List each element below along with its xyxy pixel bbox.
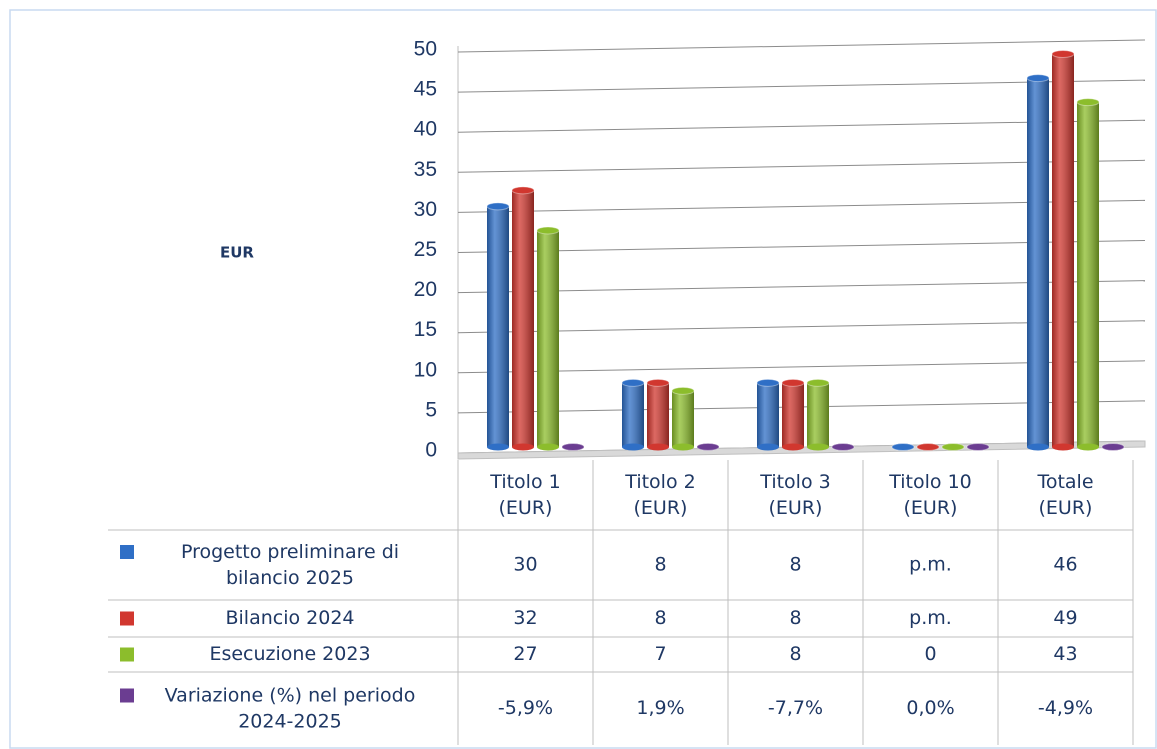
bar-shade <box>537 230 559 447</box>
legend-swatch <box>120 688 134 703</box>
bar-top <box>561 443 585 451</box>
bar-top <box>806 378 830 387</box>
bar-top <box>1026 74 1050 83</box>
bar-shade <box>512 190 534 448</box>
bar-base <box>537 443 559 451</box>
bar-base <box>512 443 534 451</box>
bar-base <box>672 443 694 451</box>
data-label: 46 <box>1053 554 1077 576</box>
bar-top <box>696 442 720 451</box>
bar-shade <box>622 382 644 447</box>
legend-label: Bilancio 2024 <box>225 607 354 629</box>
data-label: 8 <box>654 607 666 629</box>
y-axis-label: EUR <box>220 244 254 262</box>
data-label: p.m. <box>909 554 952 576</box>
bar-top <box>511 186 535 195</box>
bar-base <box>647 443 669 451</box>
legend-swatch <box>120 545 134 559</box>
data-label: 1,9% <box>636 697 684 719</box>
y-tick-label: 5 <box>425 398 437 421</box>
bar-shade <box>782 382 804 447</box>
data-label: 43 <box>1053 643 1077 665</box>
bar-top <box>781 378 805 387</box>
bar-top <box>891 443 915 451</box>
bar-top <box>756 378 780 387</box>
data-label: 8 <box>789 554 801 576</box>
bar-shade <box>1027 78 1049 447</box>
bar-base <box>757 443 779 451</box>
legend-swatch <box>120 611 134 626</box>
bar-top <box>621 378 645 387</box>
x-tick-label: Totale (EUR) <box>1036 471 1093 519</box>
data-label: -7,7% <box>768 697 823 719</box>
bar-shade <box>757 382 779 447</box>
bar-base <box>1027 443 1049 451</box>
bar-top <box>486 202 510 211</box>
data-label: 0,0% <box>906 697 954 719</box>
data-label: 30 <box>513 554 537 576</box>
bar-top <box>916 443 940 451</box>
legend-label: Variazione (%) nel periodo 2024-2025 <box>165 684 416 732</box>
bar-base <box>1052 443 1074 451</box>
bar-shade <box>487 206 509 447</box>
bar-base <box>622 443 644 451</box>
x-tick-label: Titolo 1 (EUR) <box>489 471 560 519</box>
bar-base <box>487 443 509 451</box>
bar-top <box>941 443 965 451</box>
y-tick-label: 0 <box>425 439 437 462</box>
bar-base <box>1077 443 1099 451</box>
y-tick-label: 35 <box>414 158 437 181</box>
bar-top <box>1076 98 1100 107</box>
data-label: 8 <box>789 607 801 629</box>
y-tick-label: 45 <box>414 78 437 101</box>
y-tick-label: 20 <box>414 278 437 301</box>
bar-shade <box>672 390 694 447</box>
x-tick-label: Titolo 2 (EUR) <box>624 471 695 519</box>
legend-label: Esecuzione 2023 <box>209 643 370 665</box>
frame <box>9 9 1157 749</box>
bar-shade <box>1052 54 1074 448</box>
bar-top <box>831 443 855 451</box>
bar-base <box>782 443 804 451</box>
y-tick-label: 50 <box>414 38 437 61</box>
legend-swatch <box>120 647 134 662</box>
data-label: 0 <box>924 643 936 665</box>
grid-line <box>457 39 1146 53</box>
bar-top <box>1101 443 1125 451</box>
bar-top <box>536 226 560 235</box>
y-tick-label: 40 <box>414 118 437 141</box>
data-label: 8 <box>789 643 801 665</box>
data-label: 49 <box>1053 607 1077 629</box>
bar-shade <box>807 382 829 447</box>
data-label: p.m. <box>909 607 952 629</box>
data-label: -4,9% <box>1038 697 1093 719</box>
data-label: 8 <box>654 554 666 576</box>
x-tick-label: Titolo 10 (EUR) <box>888 471 972 519</box>
data-label: 7 <box>654 643 666 665</box>
bar-top <box>1051 50 1075 59</box>
bar-shade <box>1077 102 1099 447</box>
bar-shade <box>647 382 669 447</box>
data-label: 27 <box>513 643 537 665</box>
bar-top <box>646 378 670 387</box>
data-label: 32 <box>513 607 537 629</box>
data-label: -5,9% <box>498 697 553 719</box>
x-tick-label: Titolo 3 (EUR) <box>759 471 830 519</box>
y-tick-label: 10 <box>414 358 437 381</box>
y-tick-label: 30 <box>414 198 437 221</box>
bar-base <box>807 443 829 451</box>
y-tick-label: 25 <box>414 238 437 261</box>
legend-label: Progetto preliminare di bilancio 2025 <box>181 541 399 589</box>
bar-top <box>671 386 695 395</box>
bar-top <box>966 443 990 451</box>
y-tick-label: 15 <box>414 318 437 341</box>
